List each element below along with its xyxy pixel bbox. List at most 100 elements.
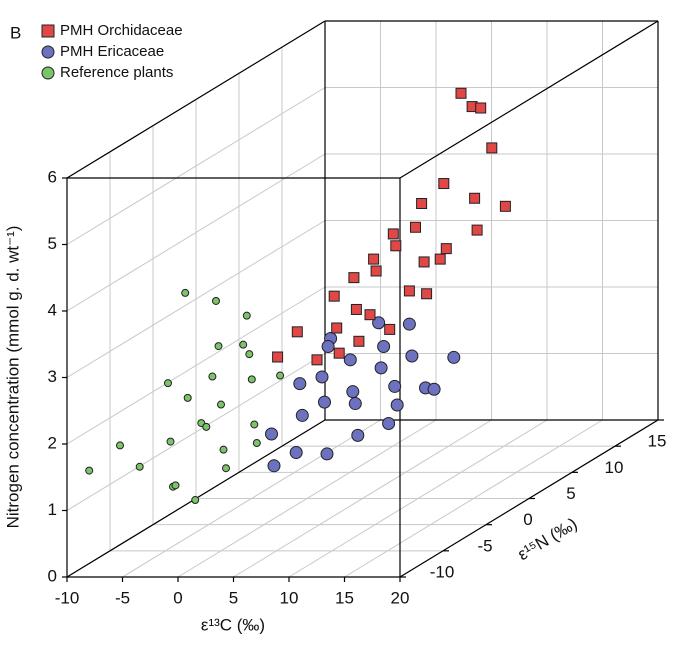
point: [265, 427, 278, 441]
point: [388, 379, 402, 393]
point: [183, 393, 192, 402]
point: [418, 256, 430, 268]
point: [291, 326, 303, 338]
point: [469, 192, 481, 204]
point: [353, 335, 365, 347]
y-tick-label: 10: [605, 458, 624, 477]
legend-label: PMH Ericaceae: [60, 43, 164, 60]
point: [328, 290, 340, 302]
point: [295, 408, 309, 422]
point: [402, 317, 416, 331]
point: [181, 288, 190, 297]
point: [219, 445, 228, 454]
point: [315, 370, 329, 384]
point: [499, 200, 511, 212]
point: [390, 398, 404, 412]
point: [374, 361, 388, 375]
point: [346, 385, 360, 399]
grid-line: [66, 286, 326, 445]
x-tick-label: -5: [115, 588, 130, 607]
point: [387, 228, 399, 240]
point: [311, 354, 323, 366]
point: [245, 350, 254, 359]
x-tick-label: 20: [391, 588, 410, 607]
point: [318, 395, 331, 409]
point: [289, 446, 303, 459]
point: [212, 296, 220, 305]
point: [350, 303, 362, 315]
point: [276, 371, 285, 380]
grid-line: [66, 220, 326, 378]
legend-swatch: [41, 45, 55, 59]
x-axis-label: ε¹³C (‰): [201, 615, 265, 634]
legend-label: PMH Orchidaceae: [60, 22, 183, 39]
point: [438, 178, 450, 190]
y-tick-label: -5: [477, 536, 492, 555]
point: [321, 340, 335, 354]
point: [135, 462, 144, 471]
point: [166, 437, 175, 446]
point: [405, 349, 419, 363]
x-tick-label: -10: [55, 588, 80, 607]
legend-swatch: [41, 24, 55, 38]
point: [242, 311, 251, 320]
point: [434, 253, 446, 265]
z-tick-label: 2: [48, 433, 57, 452]
point: [320, 447, 334, 461]
x-tick-label: 15: [335, 588, 354, 607]
z-tick-label: 4: [48, 300, 57, 319]
box-edge: [66, 20, 326, 179]
point: [351, 428, 365, 442]
point: [382, 417, 396, 430]
point: [390, 240, 402, 252]
point: [368, 253, 380, 265]
point: [171, 481, 180, 490]
point: [222, 464, 230, 473]
point: [348, 272, 360, 284]
y-tick-label: 0: [523, 510, 532, 529]
grid-line: [66, 153, 326, 312]
y-tick-label: -10: [430, 562, 455, 581]
point: [293, 377, 307, 391]
point: [247, 375, 256, 384]
point: [486, 142, 498, 154]
legend-label: Reference plants: [60, 64, 173, 81]
z-tick-label: 0: [48, 566, 57, 585]
box-edge: [399, 20, 659, 179]
z-tick-label: 3: [48, 367, 57, 386]
point: [377, 340, 391, 354]
point: [370, 265, 382, 277]
point: [343, 353, 357, 367]
point: [372, 316, 386, 330]
point: [272, 351, 284, 363]
point: [447, 350, 461, 364]
z-tick-label: 5: [48, 234, 57, 253]
x-tick-label: 0: [173, 588, 182, 607]
point: [331, 322, 343, 334]
point: [252, 439, 261, 448]
point: [455, 87, 467, 99]
point: [191, 496, 200, 505]
z-tick-label: 6: [48, 167, 57, 186]
point: [410, 221, 421, 233]
point: [364, 309, 376, 321]
point: [384, 323, 396, 335]
grid-line: [66, 87, 326, 245]
y-tick-label: 15: [648, 432, 667, 451]
point: [267, 459, 281, 473]
point: [202, 422, 211, 431]
point: [403, 285, 415, 297]
grid-line: [66, 353, 326, 511]
x-tick-label: 5: [229, 588, 238, 607]
point: [333, 347, 345, 359]
point: [208, 372, 217, 381]
point: [471, 224, 483, 236]
point: [440, 243, 452, 255]
point: [475, 102, 487, 114]
point: [427, 382, 441, 396]
x-tick-label: 10: [280, 588, 299, 607]
point: [116, 441, 124, 450]
point: [250, 420, 259, 429]
z-tick-label: 1: [48, 500, 57, 519]
